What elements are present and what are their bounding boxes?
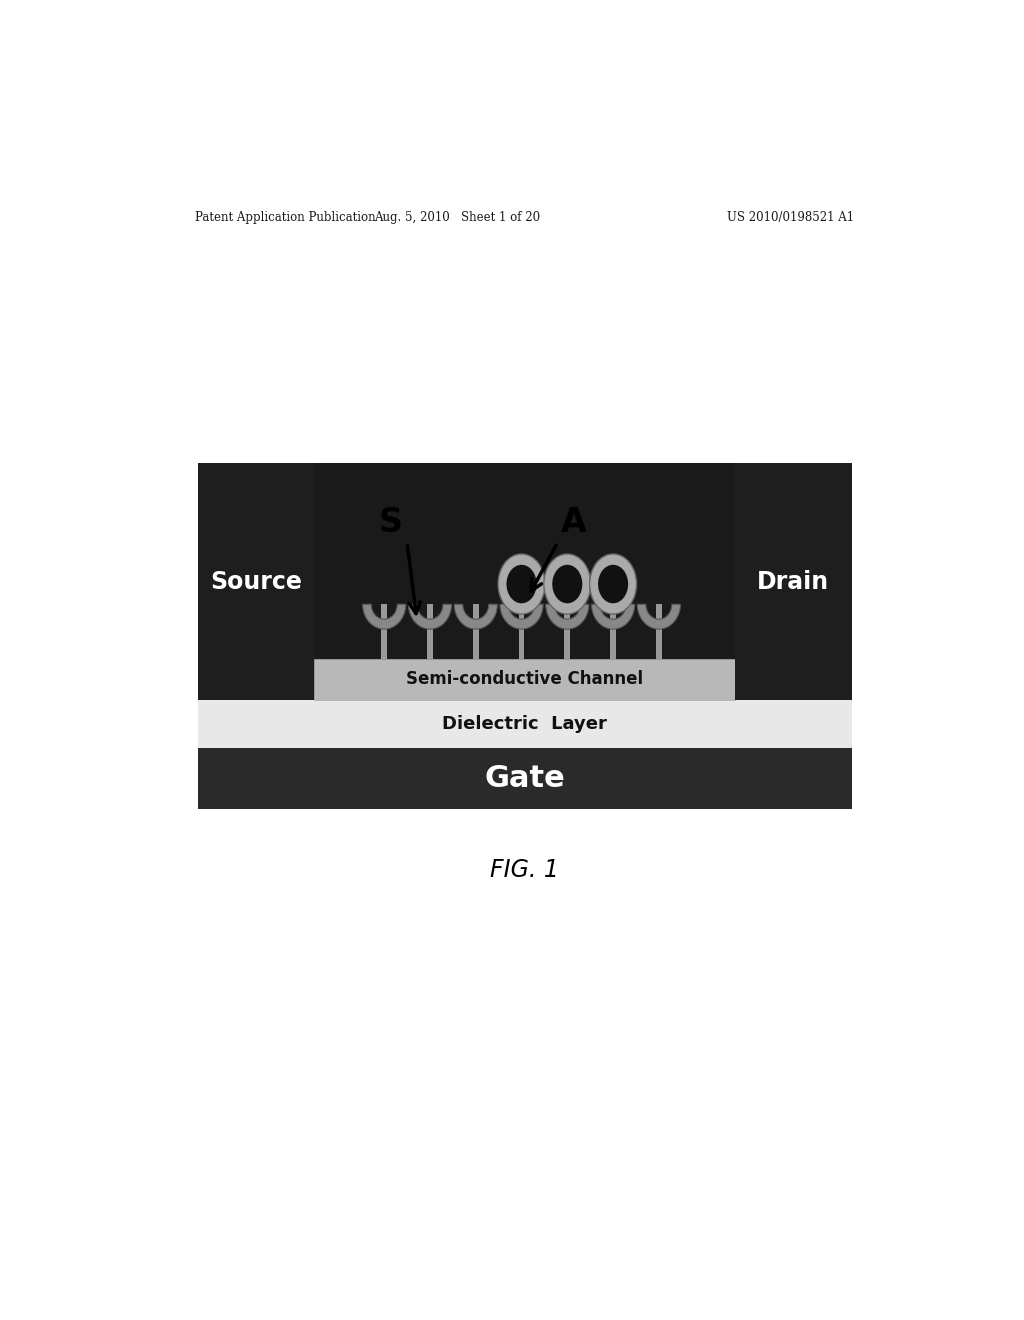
Bar	[610, 605, 616, 659]
Bar	[314, 659, 735, 700]
Text: Semi-conductive Channel: Semi-conductive Channel	[407, 671, 643, 688]
Text: S: S	[379, 506, 402, 539]
Text: FIG. 1: FIG. 1	[490, 858, 559, 882]
Text: Aug. 5, 2010   Sheet 1 of 20: Aug. 5, 2010 Sheet 1 of 20	[375, 211, 541, 224]
Bar	[656, 605, 662, 659]
Polygon shape	[546, 605, 589, 630]
Text: Patent Application Publication: Patent Application Publication	[196, 211, 376, 224]
Bar	[198, 463, 314, 700]
Bar	[564, 605, 570, 659]
Bar	[735, 463, 852, 700]
Text: A: A	[561, 506, 587, 539]
Bar	[473, 605, 478, 659]
Bar	[427, 605, 433, 659]
Text: Source: Source	[210, 570, 302, 594]
Polygon shape	[362, 605, 406, 630]
Bar	[198, 700, 852, 748]
Polygon shape	[455, 605, 498, 630]
Polygon shape	[592, 605, 635, 630]
Bar	[198, 748, 852, 809]
Bar	[518, 605, 524, 659]
Bar	[381, 605, 387, 659]
Circle shape	[590, 554, 637, 614]
Text: Dielectric  Layer: Dielectric Layer	[442, 715, 607, 733]
Polygon shape	[409, 605, 452, 630]
Polygon shape	[500, 605, 543, 630]
Text: Gate: Gate	[484, 764, 565, 793]
Circle shape	[552, 565, 583, 603]
Circle shape	[544, 554, 591, 614]
Text: US 2010/0198521 A1: US 2010/0198521 A1	[727, 211, 854, 224]
Circle shape	[507, 565, 537, 603]
Circle shape	[598, 565, 628, 603]
Polygon shape	[637, 605, 680, 630]
Bar	[198, 463, 852, 809]
Circle shape	[498, 554, 545, 614]
Text: Drain: Drain	[758, 570, 829, 594]
